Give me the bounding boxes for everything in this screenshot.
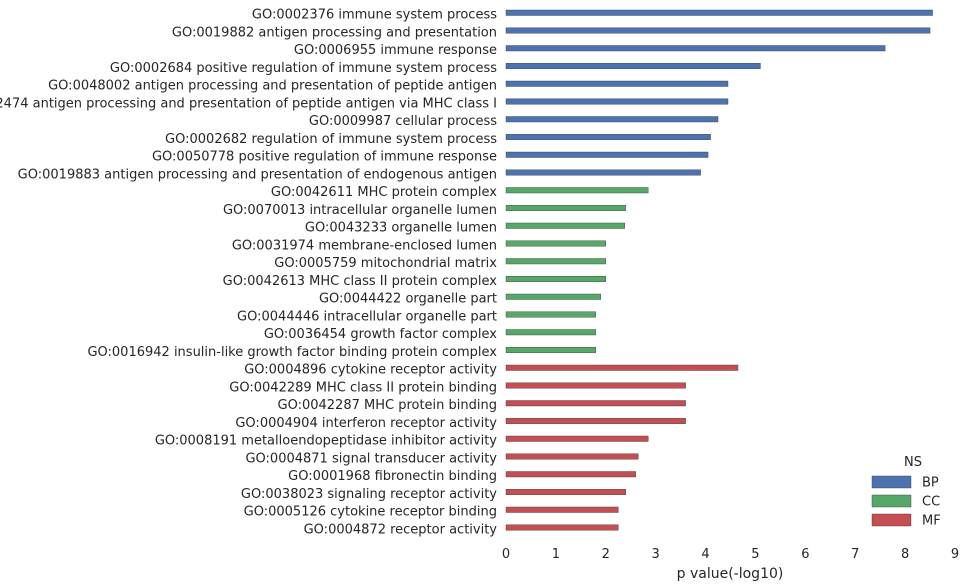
category-label: GO:0031974 membrane-enclosed lumen [232,238,497,253]
x-tick-label: 2 [602,547,610,562]
legend-swatch-bp [871,475,912,489]
bar-bp [505,63,761,69]
category-label: GO:0019882 antigen processing and presen… [172,25,497,40]
bar-bp [505,27,931,34]
category-label: GO:0004896 cytokine receptor activity [244,363,497,378]
x-tick-label: 5 [751,547,759,562]
x-tick-label: 3 [652,547,660,562]
bar-bp [505,151,709,158]
category-label: GO:0044446 intracellular organelle part [237,309,497,324]
bar-cc [505,240,606,247]
bar-cc [505,347,597,353]
bars [505,9,933,531]
category-label: GO:0042289 MHC class II protein binding [229,380,497,395]
x-tick-label: 4 [701,547,709,562]
category-label: GO:0008191 metalloendopeptidase inhibito… [155,434,497,449]
bar-bp [505,134,711,140]
category-label: GO:0019883 antigen processing and presen… [18,167,497,182]
bar-mf [505,400,686,407]
bar-cc [505,293,601,300]
legend-label-mf: MF [922,514,941,529]
x-tick-label: 9 [951,547,959,562]
category-label: GO:0043233 organelle lumen [305,221,497,236]
legend: NS BP CC MF [871,455,941,529]
category-label: GO:0050778 positive regulation of immune… [152,150,497,165]
category-label: GO:0005759 mitochondrial matrix [274,256,497,271]
category-label: GO:0006955 immune response [294,43,497,58]
bar-cc [505,329,597,336]
category-labels: GO:0002376 immune system process GO:00198… [0,8,497,538]
bar-mf [505,489,626,495]
category-label: GO:0038023 signaling receptor activity [241,487,497,502]
legend-swatch-cc [871,494,912,508]
category-label: GO:0002684 positive regulation of immune… [110,61,497,76]
category-label: GO:0001968 fibronectin binding [288,469,497,484]
bar-mf [505,506,619,513]
category-label: GO:0044422 organelle part [319,292,497,307]
bar-mf [505,418,686,424]
bar-bp [505,80,729,87]
bar-cc [505,205,626,211]
bar-mf [505,364,739,371]
category-label: GO:0070013 intracellular organelle lumen [223,203,497,218]
x-tick-label: 7 [851,547,859,562]
category-label: GO:0002376 immune system process [252,8,497,23]
bar-cc [505,311,597,318]
category-label: GO:0002682 regulation of immune system p… [165,132,497,147]
bar-mf [505,435,649,442]
x-axis-title: p value(-log10) [677,566,784,582]
bar-bp [505,169,701,176]
category-label: GO:0042611 MHC protein complex [271,185,497,200]
bar-mf [505,382,686,389]
category-label: GO:0004904 interferon receptor activity [235,416,497,431]
x-tick-labels: 0 1 2 3 4 5 6 7 8 9 [502,547,959,562]
bar-bp [505,45,886,52]
bar-cc [505,187,649,194]
legend-title: NS [904,455,922,470]
category-label: GO:0004871 signal transducer activity [245,451,497,466]
bar-cc [505,258,606,265]
legend-label-cc: CC [922,495,940,510]
x-tick-label: 6 [801,547,809,562]
x-tick-label: 8 [901,547,909,562]
category-label: GO:0004872 receptor activity [304,522,498,537]
bar-mf [505,524,619,531]
category-label: GO:0016942 insulin-like growth factor bi… [87,345,497,360]
category-label: GO:0036454 growth factor complex [264,327,497,342]
x-tick-label: 0 [502,547,510,562]
category-label: GO:0048002 antigen processing and presen… [48,79,497,94]
category-label: GO:0042613 MHC class II protein complex [223,274,498,289]
bar-mf [505,453,639,460]
bar-bp [505,98,729,105]
category-label: GO:0002474 antigen processing and presen… [0,96,497,111]
category-label: GO:0042287 MHC protein binding [278,398,498,413]
category-label: GO:0009987 cellular process [309,114,497,129]
bar-cc [505,276,606,282]
bar-mf [505,471,636,478]
bar-bp [505,116,719,123]
legend-label-bp: BP [922,476,939,491]
bar-cc [505,222,625,229]
x-tick-label: 1 [552,547,560,562]
bar-bp [505,9,933,16]
legend-swatch-mf [871,513,912,527]
category-label: GO:0005126 cytokine receptor binding [244,505,497,520]
